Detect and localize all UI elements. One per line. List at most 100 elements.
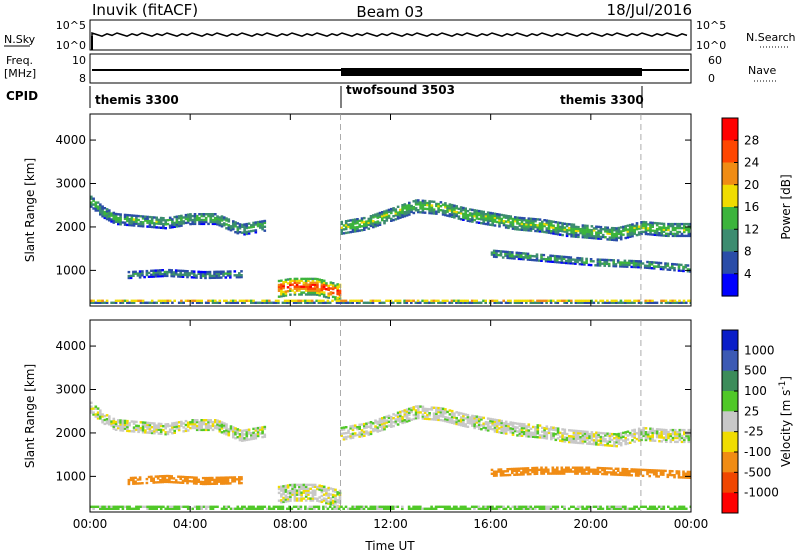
velocity-echo-cell xyxy=(414,405,418,408)
power-echo-cell xyxy=(529,254,532,258)
power-echo-cell xyxy=(401,206,404,209)
velocity-echo-cell xyxy=(675,470,679,473)
power-echo-cell xyxy=(96,299,100,302)
velocity-echo-cell xyxy=(243,505,246,508)
velocity-echo-cell xyxy=(550,428,553,431)
power-echo-cell xyxy=(403,299,406,302)
velocity-echo-cell xyxy=(186,476,189,479)
power-echo-cell xyxy=(570,233,573,236)
power-echo-cell xyxy=(216,217,219,220)
power-echo-cell xyxy=(211,276,214,279)
velocity-echo-cell xyxy=(421,413,425,416)
power-echo-cell xyxy=(280,285,283,288)
velocity-echo-cell xyxy=(689,505,691,508)
power-echo-cell xyxy=(560,257,564,260)
power-echo-cell xyxy=(261,222,264,225)
velocity-echo-cell xyxy=(108,419,111,422)
power-echo-cell xyxy=(123,215,127,219)
velocity-echo-cell xyxy=(586,430,589,434)
velocity-echo-cell xyxy=(179,477,182,480)
power-echo-cell xyxy=(628,231,632,235)
velocity-echo-cell xyxy=(144,431,147,434)
velocity-echo-cell xyxy=(450,507,454,510)
power-echo-cell xyxy=(216,301,219,304)
power-echo-cell xyxy=(649,227,652,230)
velocity-echo-cell xyxy=(132,428,136,431)
power-echo-cell xyxy=(351,301,354,304)
velocity-echo-cell xyxy=(452,505,456,508)
power-echo-cell xyxy=(533,259,537,262)
power-echo-cell xyxy=(188,272,191,275)
power-echo-cell xyxy=(198,213,201,216)
power-echo-cell xyxy=(617,228,621,232)
power-echo-cell xyxy=(232,220,235,223)
velocity-echo-cell xyxy=(405,412,409,415)
power-echo-cell xyxy=(492,253,496,256)
velocity-echo-cell xyxy=(130,430,134,433)
velocity-echo-cell xyxy=(596,466,600,470)
velocity-echo-cell xyxy=(644,427,648,430)
velocity-echo-cell xyxy=(529,433,533,436)
velocity-echo-cell xyxy=(209,424,212,428)
power-echo-cell xyxy=(590,236,594,240)
velocity-echo-cell xyxy=(657,469,660,472)
power-echo-cell xyxy=(662,230,666,233)
power-echo-cell xyxy=(227,224,231,227)
power-echo-cell xyxy=(484,299,487,302)
power-echo-cell xyxy=(597,301,600,304)
power-echo-cell xyxy=(421,207,425,210)
velocity-echo-cell xyxy=(289,499,292,502)
velocity-echo-cell xyxy=(222,482,225,485)
velocity-echo-cell xyxy=(238,480,241,483)
velocity-echo-cell xyxy=(313,485,317,488)
power-echo-cell xyxy=(141,223,145,226)
power-echo-cell xyxy=(363,220,366,224)
velocity-echo-cell xyxy=(589,468,593,471)
power-echo-cell xyxy=(148,225,152,228)
velocity-echo-cell xyxy=(226,480,230,483)
power-echo-cell xyxy=(437,299,440,302)
power-echo-cell xyxy=(558,261,561,264)
power-echo-cell xyxy=(450,215,454,218)
velocity-echo-cell xyxy=(295,489,299,492)
power-echo-cell xyxy=(365,226,368,229)
velocity-echo-cell xyxy=(261,430,264,433)
power-echo-cell xyxy=(441,299,445,302)
velocity-echo-cell xyxy=(162,505,165,508)
nsky-label: N.Sky xyxy=(4,33,36,46)
velocity-echo-cell xyxy=(674,434,677,438)
power-echo-cell xyxy=(470,301,474,304)
velocity-echo-cell xyxy=(605,467,609,470)
power-echo-cell xyxy=(331,295,335,299)
power-echo-cell xyxy=(227,220,231,223)
power-echo-cell xyxy=(662,299,666,302)
power-echo-cell xyxy=(419,201,422,204)
velocity-echo-cell xyxy=(315,505,318,508)
velocity-echo-cell xyxy=(658,434,661,437)
power-echo-cell xyxy=(336,287,339,290)
power-echo-cell xyxy=(563,228,567,231)
velocity-echo-cell xyxy=(90,411,93,414)
power-echo-cell xyxy=(234,223,237,226)
power-echo-cell xyxy=(455,214,458,218)
power-echo-cell xyxy=(216,221,219,224)
velocity-echo-cell xyxy=(105,418,109,421)
power-echo-cell xyxy=(544,260,548,263)
velocity-echo-cell xyxy=(223,422,226,425)
velocity-echo-cell xyxy=(225,423,228,426)
velocity-echo-cell xyxy=(378,421,382,425)
power-echo-cell xyxy=(498,225,501,228)
velocity-echo-cell xyxy=(535,466,539,470)
power-echo-cell xyxy=(646,299,650,302)
velocity-echo-cell xyxy=(164,433,167,436)
power-echo-cell xyxy=(394,299,397,302)
velocity-echo-cell xyxy=(655,435,659,439)
power-echo-cell xyxy=(325,284,328,287)
power-echo-cell xyxy=(628,263,631,267)
power-echo-cell xyxy=(268,299,271,302)
power-echo-cell xyxy=(536,224,540,227)
power-echo-cell xyxy=(261,220,264,223)
power-echo-cell xyxy=(181,269,185,273)
velocity-echo-cell xyxy=(676,434,679,438)
power-echo-cell xyxy=(682,299,686,302)
